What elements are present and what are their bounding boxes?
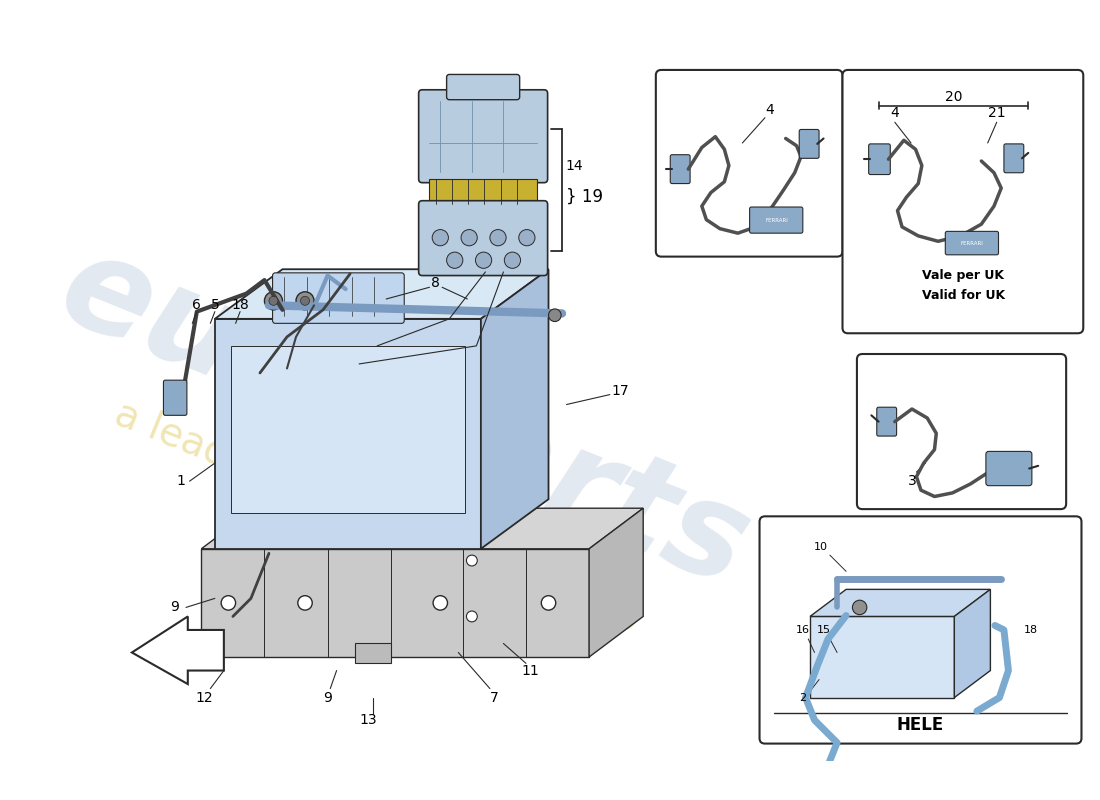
Circle shape xyxy=(852,600,867,614)
Polygon shape xyxy=(810,590,990,617)
Text: } 19: } 19 xyxy=(565,188,603,206)
Circle shape xyxy=(221,596,235,610)
Text: 8: 8 xyxy=(431,276,440,290)
FancyBboxPatch shape xyxy=(877,407,896,436)
Polygon shape xyxy=(481,270,549,549)
FancyBboxPatch shape xyxy=(759,516,1081,743)
Circle shape xyxy=(549,309,561,322)
Text: HELE: HELE xyxy=(896,716,944,734)
Text: 11: 11 xyxy=(521,663,539,678)
FancyBboxPatch shape xyxy=(670,154,690,183)
Circle shape xyxy=(298,596,312,610)
FancyBboxPatch shape xyxy=(231,346,464,513)
Circle shape xyxy=(466,555,477,566)
Circle shape xyxy=(432,230,449,246)
Polygon shape xyxy=(201,549,590,657)
Text: 14: 14 xyxy=(565,158,583,173)
FancyBboxPatch shape xyxy=(429,179,537,204)
Polygon shape xyxy=(590,508,644,657)
Circle shape xyxy=(541,596,556,610)
Circle shape xyxy=(519,230,535,246)
Text: 17: 17 xyxy=(612,384,629,398)
Text: 10: 10 xyxy=(814,542,828,552)
FancyBboxPatch shape xyxy=(419,201,548,275)
Text: 4: 4 xyxy=(766,102,773,117)
Text: 9: 9 xyxy=(323,690,332,705)
FancyBboxPatch shape xyxy=(656,70,843,257)
Text: 9: 9 xyxy=(169,601,178,614)
FancyBboxPatch shape xyxy=(1004,144,1024,173)
FancyBboxPatch shape xyxy=(749,207,803,233)
FancyBboxPatch shape xyxy=(419,90,548,182)
Text: 21: 21 xyxy=(988,106,1005,120)
Circle shape xyxy=(296,292,314,310)
Circle shape xyxy=(264,292,283,310)
Text: a leader for parts since 1985: a leader for parts since 1985 xyxy=(109,394,645,640)
FancyBboxPatch shape xyxy=(354,643,390,663)
Circle shape xyxy=(466,611,477,622)
Circle shape xyxy=(490,230,506,246)
FancyBboxPatch shape xyxy=(811,775,864,800)
Text: 2: 2 xyxy=(800,693,806,702)
Polygon shape xyxy=(132,617,224,684)
Text: 16: 16 xyxy=(795,625,810,635)
Text: FERRARI: FERRARI xyxy=(766,218,788,223)
Circle shape xyxy=(461,230,477,246)
Text: 12: 12 xyxy=(195,690,212,705)
Text: 18: 18 xyxy=(231,298,249,312)
FancyBboxPatch shape xyxy=(986,451,1032,486)
Text: FERRARI: FERRARI xyxy=(961,241,983,246)
Text: europarts: europarts xyxy=(42,222,767,614)
Text: 18: 18 xyxy=(1024,625,1038,635)
Circle shape xyxy=(270,296,278,306)
Circle shape xyxy=(475,252,492,268)
FancyBboxPatch shape xyxy=(800,130,820,158)
Text: 13: 13 xyxy=(360,713,377,727)
Circle shape xyxy=(504,252,520,268)
Text: 6: 6 xyxy=(192,298,201,312)
Circle shape xyxy=(433,596,448,610)
Text: Vale per UK: Vale per UK xyxy=(922,269,1004,282)
FancyBboxPatch shape xyxy=(945,231,999,255)
Polygon shape xyxy=(214,270,549,319)
FancyBboxPatch shape xyxy=(869,144,890,174)
Text: 4: 4 xyxy=(890,106,899,120)
Polygon shape xyxy=(810,617,955,698)
Circle shape xyxy=(447,252,463,268)
Polygon shape xyxy=(955,590,990,698)
Polygon shape xyxy=(201,508,644,549)
Text: 15: 15 xyxy=(816,625,831,635)
FancyBboxPatch shape xyxy=(447,74,519,100)
Polygon shape xyxy=(214,319,481,549)
FancyBboxPatch shape xyxy=(857,354,1066,509)
FancyBboxPatch shape xyxy=(843,70,1084,334)
FancyBboxPatch shape xyxy=(273,273,404,323)
Text: 5: 5 xyxy=(210,298,219,312)
Circle shape xyxy=(300,296,309,306)
Text: 20: 20 xyxy=(945,90,962,104)
Text: 1: 1 xyxy=(176,474,185,488)
Text: Valid for UK: Valid for UK xyxy=(922,289,1005,302)
Text: 3: 3 xyxy=(908,474,916,488)
Text: 7: 7 xyxy=(490,690,498,705)
FancyBboxPatch shape xyxy=(164,380,187,415)
